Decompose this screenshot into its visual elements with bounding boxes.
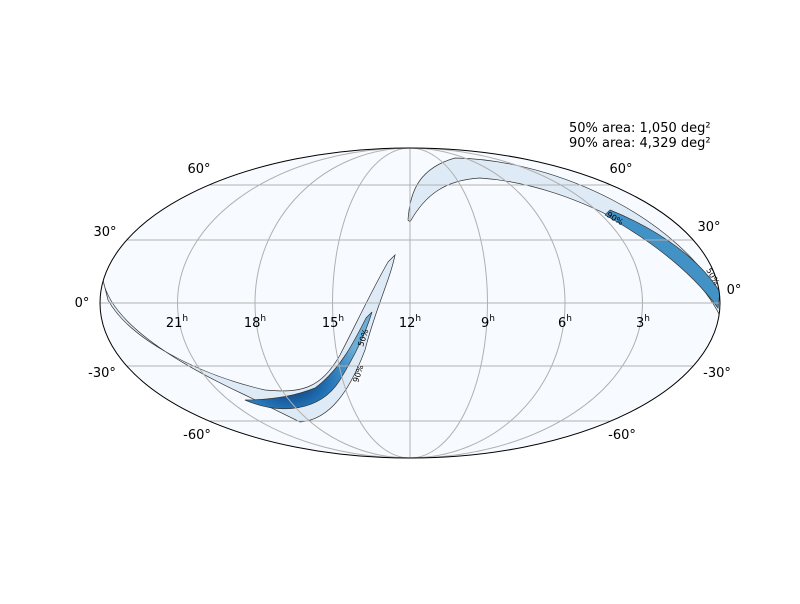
dec-label: 30°: [697, 220, 720, 235]
ra-unit: h: [338, 314, 344, 324]
ra-hour: 9: [481, 316, 489, 331]
dec-label: -60°: [608, 428, 636, 443]
ra-label: 21h: [166, 314, 188, 331]
ra-hour: 15: [322, 316, 339, 331]
ra-unit: h: [489, 314, 495, 324]
dec-label: -30°: [88, 366, 116, 381]
ra-label: 9h: [481, 314, 495, 331]
dec-label: -60°: [183, 428, 211, 443]
dec-label: 60°: [609, 162, 632, 177]
dec-label: 0°: [727, 283, 742, 298]
ra-hour: 3: [636, 316, 644, 331]
ra-unit: h: [415, 314, 421, 324]
ra-unit: h: [260, 314, 266, 324]
annotation: 90% area: 4,329 deg²: [569, 136, 711, 151]
dec-label: 30°: [93, 225, 116, 240]
dec-label: 60°: [187, 162, 210, 177]
grid-line: [254, 148, 566, 458]
dec-label: 0°: [75, 296, 90, 311]
contour-50: [604, 209, 720, 309]
ra-hour: 21: [166, 316, 183, 331]
ra-unit: h: [566, 314, 572, 324]
ra-unit: h: [182, 314, 188, 324]
grid-line: [177, 148, 643, 458]
ra-label: 12h: [399, 314, 421, 331]
grid-line: [332, 148, 488, 458]
dec-label: -30°: [703, 366, 731, 381]
ra-hour: 12: [399, 316, 416, 331]
ra-label: 18h: [244, 314, 266, 331]
ra-hour: 18: [244, 316, 261, 331]
ra-unit: h: [644, 314, 650, 324]
annotation: 50% area: 1,050 deg²: [569, 121, 711, 136]
sky-border: [99, 147, 721, 459]
contour-50: [244, 311, 373, 410]
ra-hour: 6: [558, 316, 566, 331]
ra-label: 3h: [636, 314, 650, 331]
contour-90: [102, 253, 396, 423]
probability-map: [100, 148, 720, 458]
ra-label: 6h: [558, 314, 572, 331]
ra-label: 15h: [322, 314, 344, 331]
